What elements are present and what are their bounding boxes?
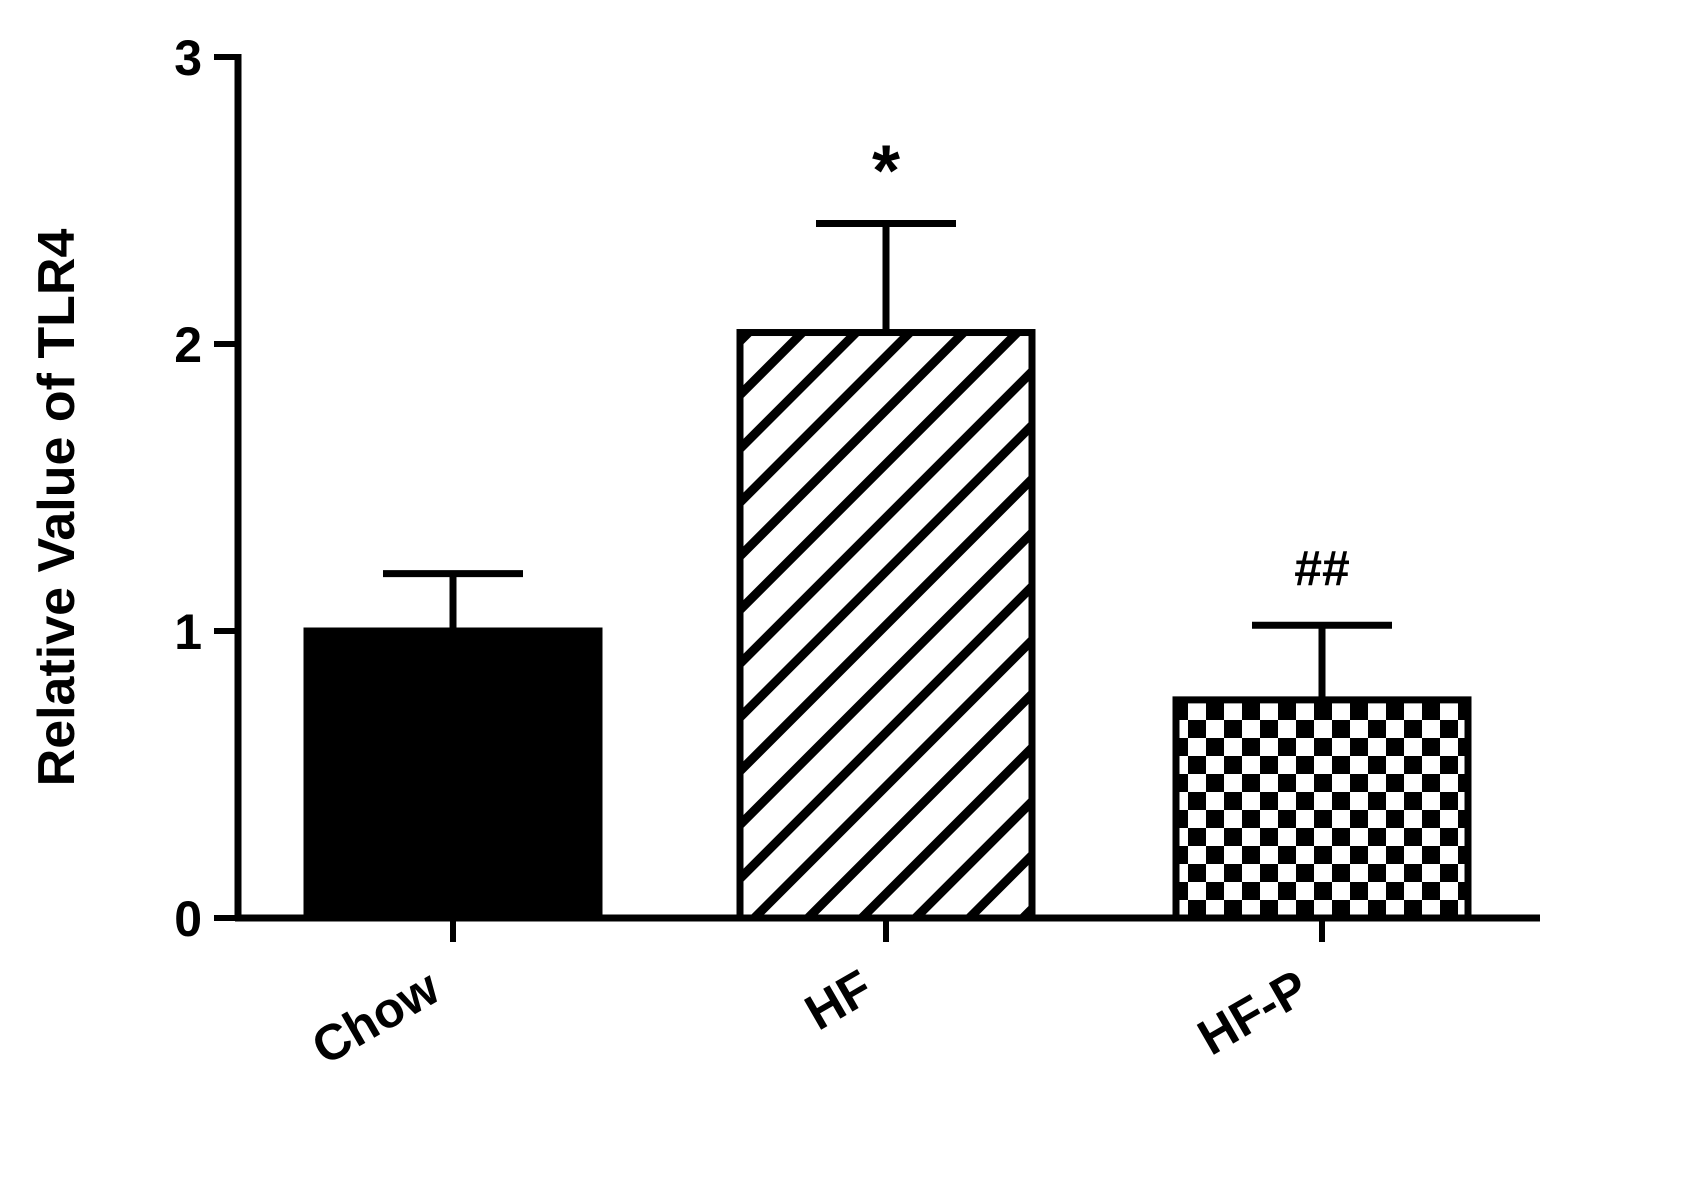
y-tick-label-3: 3 <box>174 30 202 86</box>
y-tick-label-2: 2 <box>174 317 202 373</box>
y-axis-title: Relative Value of TLR4 <box>28 229 86 787</box>
bar-chow <box>303 627 603 922</box>
annotation-hf-p: ## <box>1294 540 1350 596</box>
x-tick-label-hf: HF <box>796 959 882 1041</box>
annotation-hf: * <box>872 131 900 211</box>
y-tick-label-0: 0 <box>174 891 202 947</box>
x-tick-label-chow: Chow <box>303 959 449 1076</box>
bar-hf-p <box>1172 696 1472 922</box>
bar-hf <box>736 329 1036 922</box>
y-tick-label-1: 1 <box>174 604 202 660</box>
x-tick-label-hf-p: HF-P <box>1188 959 1317 1066</box>
